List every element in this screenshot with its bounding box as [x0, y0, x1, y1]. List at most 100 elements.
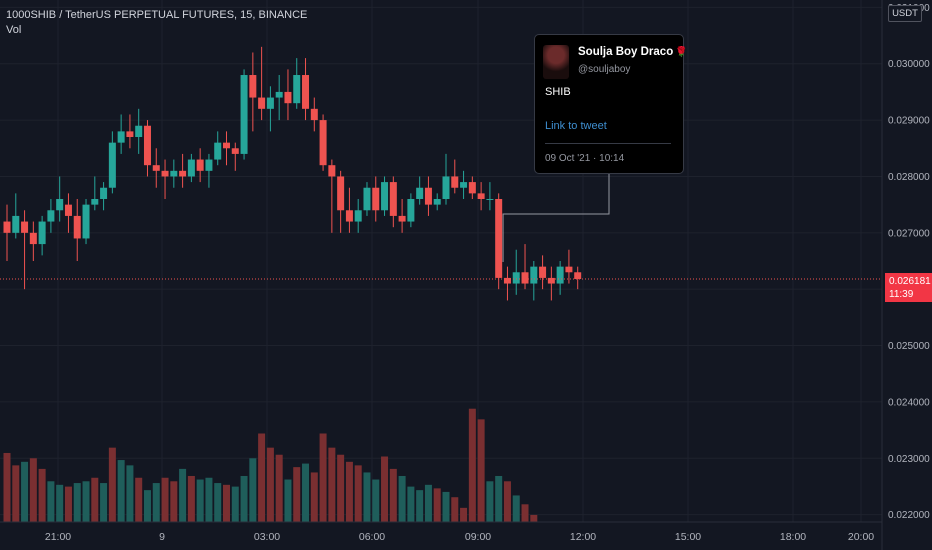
candle-body [249, 75, 257, 98]
volume-bar [363, 472, 371, 522]
volume-bar [530, 514, 538, 522]
volume-bar [223, 484, 230, 522]
volume-bar [117, 460, 125, 522]
rose-icon: 🌹 [675, 47, 688, 58]
volume-bar [460, 507, 468, 522]
candle-body [284, 91, 292, 104]
volume-bar [38, 468, 46, 522]
tweet-connector-line [502, 174, 610, 262]
candle-body [223, 142, 230, 149]
candle-body [302, 75, 310, 109]
candle-body [179, 170, 187, 177]
price-tick-label: 0.023000 [888, 454, 930, 465]
time-tick-label: 06:00 [359, 531, 385, 543]
candle-body [451, 176, 459, 188]
volume-bar [91, 477, 99, 522]
candle-body [64, 204, 72, 216]
volume-bars [3, 408, 538, 522]
volume-bar [381, 456, 389, 522]
candle-body [240, 75, 248, 154]
price-tick-label: 0.024000 [888, 397, 930, 408]
candle-body [196, 159, 204, 171]
time-tick-label: 12:00 [570, 531, 596, 543]
candle-body [38, 221, 46, 245]
time-tick-label: 15:00 [675, 531, 701, 543]
volume-bar [433, 488, 441, 522]
candle-body [170, 170, 178, 177]
candle-body [556, 266, 564, 284]
divider [545, 143, 671, 144]
last-price-badge: 0.026181 11:39 [885, 273, 932, 302]
candle-body [565, 266, 573, 273]
candle-body [424, 187, 432, 205]
price-tick-label: 0.027000 [888, 228, 930, 239]
volume-bar [64, 486, 72, 522]
candle-body [389, 182, 397, 216]
candle-body [530, 266, 538, 284]
tweet-connector [502, 174, 610, 262]
candle-body [161, 170, 169, 177]
volume-bar [143, 490, 151, 522]
time-axis: 21:00 9 03:00 06:00 09:00 12:00 15:00 18:00 20:0… [0, 521, 882, 543]
volume-bar [161, 477, 169, 522]
candle-body [337, 176, 345, 211]
candle-body [433, 199, 441, 205]
candle-body [539, 266, 547, 278]
symbol-title[interactable]: 1000SHIB / TetherUS PERPETUAL FUTURES, 1… [6, 9, 308, 21]
candle-body [460, 182, 468, 188]
candle-body [468, 182, 476, 194]
volume-bar [21, 461, 29, 522]
volume-bar [486, 481, 494, 522]
volume-bar [275, 454, 283, 522]
volume-bar [214, 483, 222, 522]
time-tick-label: 9 [159, 531, 165, 543]
candle-body [205, 159, 213, 171]
candle-body [82, 204, 90, 239]
tweet-card[interactable]: Soulja Boy Draco 🌹 @souljaboy SHIB Link t… [534, 34, 688, 174]
chart-grid [0, 0, 882, 522]
candle-body [108, 142, 116, 188]
volume-bar [345, 461, 353, 522]
volume-bar [266, 447, 274, 522]
volume-bar [240, 475, 248, 522]
volume-bar [258, 433, 266, 522]
volume-bar [135, 477, 143, 522]
volume-bar [196, 479, 204, 522]
price-tick-label: 0.025000 [888, 341, 930, 352]
volume-bar [310, 472, 318, 522]
candle-body [398, 215, 406, 222]
candle-body [258, 97, 266, 109]
time-tick-label: 20:00 [848, 531, 874, 543]
candle-body [187, 159, 195, 177]
candle-body [503, 277, 511, 284]
candle-body [231, 148, 239, 154]
volume-bar [187, 475, 195, 522]
volume-label[interactable]: Vol [6, 24, 22, 36]
candle-body [214, 142, 222, 160]
currency-button[interactable]: USDT [888, 5, 922, 22]
candle-body [416, 187, 424, 200]
candle-body [521, 272, 529, 284]
volume-bar [47, 481, 55, 522]
volume-bar [354, 465, 362, 522]
volume-bar [521, 504, 529, 522]
volume-bar [407, 486, 415, 522]
bar-countdown: 11:39 [889, 289, 914, 300]
volume-bar [29, 458, 37, 522]
candle-body [266, 97, 274, 109]
chart-header: 1000SHIB / TetherUS PERPETUAL FUTURES, 1… [6, 8, 307, 38]
candle-body [319, 120, 327, 166]
time-tick-label: 18:00 [780, 531, 806, 543]
candle-body [442, 176, 450, 200]
candle-body [56, 199, 64, 211]
candle-body [328, 165, 336, 177]
volume-bar [100, 483, 108, 522]
volume-bar [3, 452, 11, 522]
tweet-handle: @souljaboy [578, 64, 631, 75]
volume-bar [126, 465, 134, 522]
volume-bar [328, 447, 336, 522]
tweet-link[interactable]: Link to tweet [545, 120, 607, 132]
volume-bar [249, 458, 257, 522]
volume-bar [302, 463, 310, 522]
